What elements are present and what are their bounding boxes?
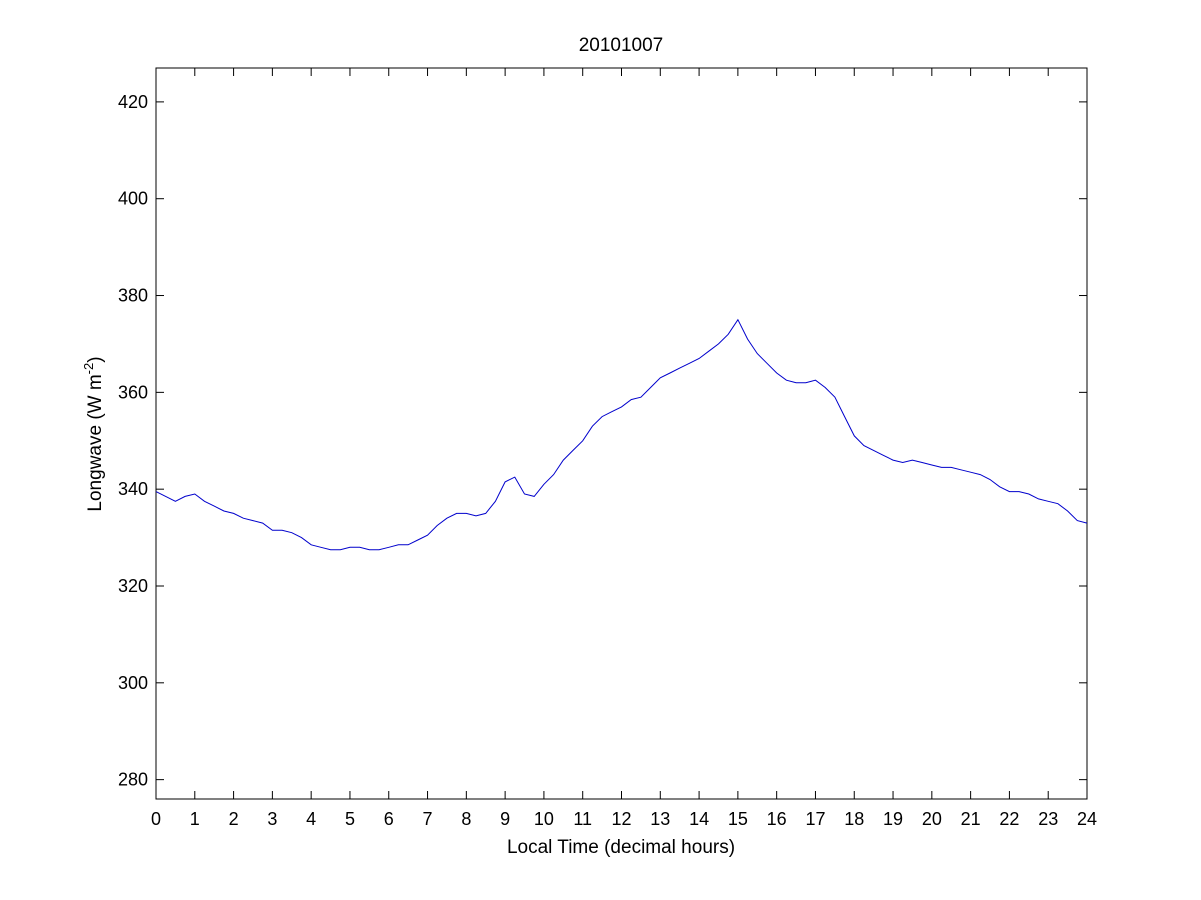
- x-tick-label: 13: [650, 809, 670, 829]
- y-tick-label: 320: [118, 576, 148, 596]
- x-tick-label: 19: [883, 809, 903, 829]
- x-axis-ticks: 0 1 2 3 4 5 6 7 8 9 10 11 12 13 14 15 16 17 18 19 20 21 22 23 24: [151, 68, 1097, 829]
- x-tick-label: 16: [767, 809, 787, 829]
- x-tick-label: 5: [345, 809, 355, 829]
- y-tick-label: 280: [118, 770, 148, 790]
- x-tick-label: 24: [1077, 809, 1097, 829]
- x-tick-label: 9: [500, 809, 510, 829]
- y-tick-label: 420: [118, 92, 148, 112]
- y-axis-title-suffix: ): [85, 356, 106, 362]
- plot-frame: [155, 67, 1088, 800]
- x-tick-label: 17: [805, 809, 825, 829]
- y-tick-label: 360: [118, 382, 148, 402]
- x-axis-title: Local Time (decimal hours): [507, 837, 735, 858]
- x-tick-label: 15: [728, 809, 748, 829]
- x-tick-label: 4: [306, 809, 316, 829]
- y-tick-label: 340: [118, 479, 148, 499]
- x-tick-label: 7: [423, 809, 433, 829]
- x-tick-label: 2: [229, 809, 239, 829]
- x-tick-label: 1: [190, 809, 200, 829]
- x-tick-label: 22: [999, 809, 1019, 829]
- x-tick-label: 3: [267, 809, 277, 829]
- chart-title: 20101007: [579, 35, 664, 56]
- y-axis-ticks: 280 300 320 340 360 380 400 420: [118, 92, 1087, 790]
- x-tick-label: 21: [961, 809, 981, 829]
- x-tick-label: 18: [844, 809, 864, 829]
- x-tick-label: 14: [689, 809, 709, 829]
- x-tick-label: 0: [151, 809, 161, 829]
- y-tick-label: 300: [118, 673, 148, 693]
- x-tick-label: 23: [1038, 809, 1058, 829]
- x-tick-label: 10: [534, 809, 554, 829]
- y-tick-label: 380: [118, 286, 148, 306]
- x-tick-label: 8: [461, 809, 471, 829]
- x-tick-label: 11: [573, 809, 592, 829]
- x-tick-label: 6: [384, 809, 394, 829]
- y-axis-title-superscript: -2: [81, 363, 96, 375]
- y-axis-title-main: Longwave (W m: [85, 374, 106, 511]
- y-tick-label: 400: [118, 189, 148, 209]
- x-tick-label: 12: [611, 809, 631, 829]
- x-tick-label: 20: [922, 809, 942, 829]
- longwave-series-line: [155, 318, 1088, 551]
- y-axis-title: Longwave (W m-2): [81, 356, 106, 511]
